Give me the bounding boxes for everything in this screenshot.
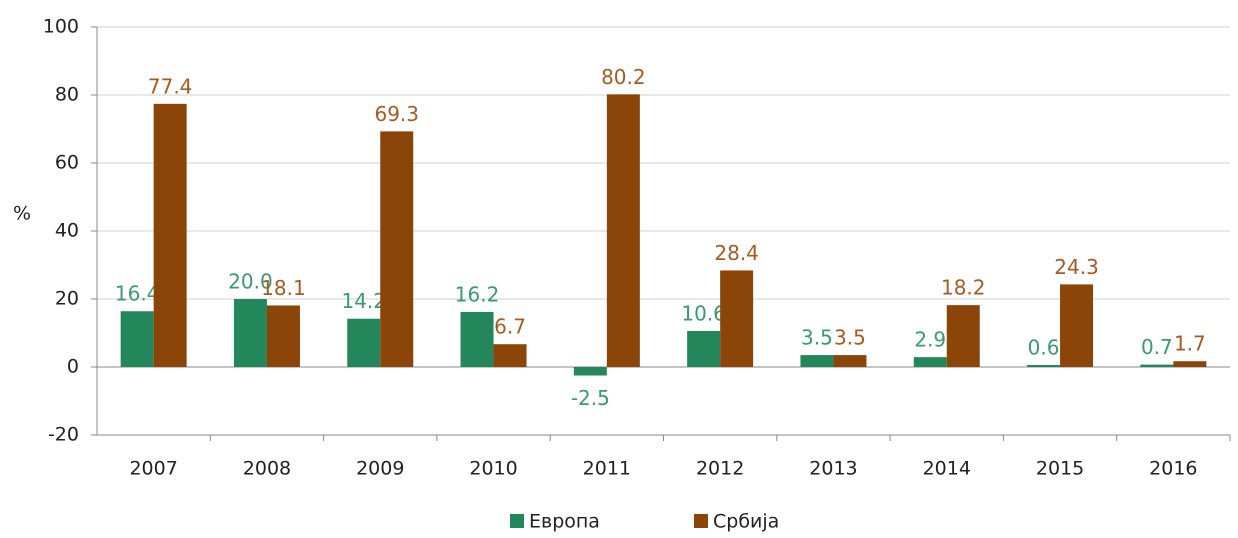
bar <box>573 367 607 376</box>
value-label: 14.2 <box>341 289 386 313</box>
legend-label: Србија <box>713 511 779 533</box>
y-tick-label: 0 <box>67 356 79 378</box>
bar <box>380 131 414 367</box>
value-label: 0.7 <box>1141 335 1173 359</box>
y-tick-label: 80 <box>55 84 79 106</box>
x-tick-label: 2014 <box>923 458 971 480</box>
value-label: 10.6 <box>681 301 726 325</box>
bar <box>120 311 154 367</box>
value-label: 20.0 <box>228 270 273 294</box>
x-tick-label: 2007 <box>129 458 177 480</box>
bar <box>233 299 267 367</box>
x-tick-label: 2008 <box>243 458 291 480</box>
value-label: 28.4 <box>714 241 759 265</box>
x-tick-label: 2010 <box>469 458 517 480</box>
x-tick-label: 2016 <box>1149 458 1197 480</box>
bar <box>687 330 721 367</box>
y-tick-label: -20 <box>48 424 79 446</box>
bar <box>1140 364 1174 367</box>
bar <box>833 355 867 367</box>
y-tick-label: 20 <box>55 288 79 310</box>
x-tick-label: 2015 <box>1036 458 1084 480</box>
value-label: 0.6 <box>1028 335 1060 359</box>
value-label: 77.4 <box>148 74 193 98</box>
bar <box>266 305 300 367</box>
bar <box>800 355 834 367</box>
legend-label: Европа <box>529 511 600 533</box>
x-tick-label: 2009 <box>356 458 404 480</box>
value-label: -2.5 <box>571 386 610 410</box>
y-tick-label: 40 <box>55 220 79 242</box>
value-label: 18.2 <box>941 276 986 300</box>
value-label: 2.9 <box>914 328 946 352</box>
value-label: 18.1 <box>261 276 306 300</box>
value-label: 69.3 <box>374 102 419 126</box>
bar <box>913 357 947 367</box>
bar <box>1027 364 1061 367</box>
value-label: 6.7 <box>494 315 526 339</box>
value-label: 16.2 <box>455 282 500 306</box>
value-label: 3.5 <box>834 326 866 350</box>
bar <box>153 103 187 367</box>
bar <box>946 305 980 367</box>
value-label: 1.7 <box>1174 332 1206 356</box>
x-tick-label: 2013 <box>809 458 857 480</box>
value-label: 16.4 <box>115 282 160 306</box>
bar <box>493 344 527 367</box>
value-label: 24.3 <box>1054 255 1099 279</box>
y-axis-label: % <box>13 203 31 225</box>
bar <box>1060 284 1094 367</box>
value-label: 80.2 <box>601 65 646 89</box>
legend-swatch <box>510 514 524 528</box>
value-label: 3.5 <box>801 326 833 350</box>
y-tick-label: 60 <box>55 152 79 174</box>
bar <box>1173 361 1207 367</box>
bar <box>347 318 381 367</box>
x-tick-label: 2011 <box>583 458 631 480</box>
bar <box>460 311 494 367</box>
y-tick-label: 100 <box>43 16 79 38</box>
bar <box>606 94 640 367</box>
x-tick-label: 2012 <box>696 458 744 480</box>
bar <box>720 270 754 367</box>
legend-swatch <box>694 514 708 528</box>
